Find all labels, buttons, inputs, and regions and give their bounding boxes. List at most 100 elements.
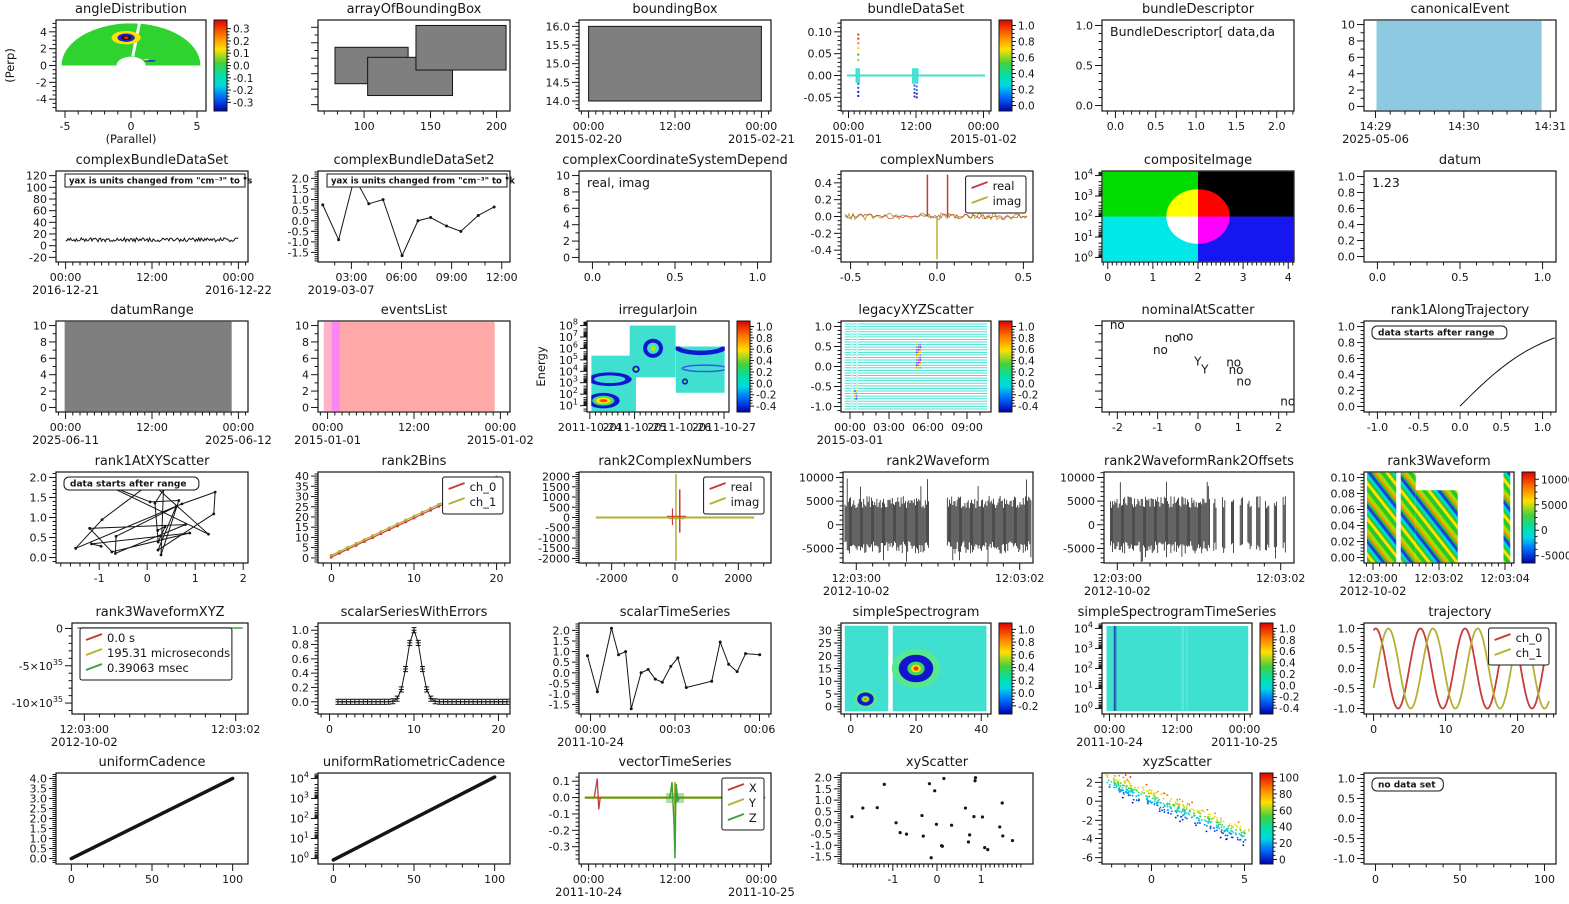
svg-text:1: 1 [1149, 271, 1156, 284]
plot-title: nominalAtScatter [1142, 303, 1256, 318]
plot-title: simpleSpectrogram [853, 605, 980, 620]
x-axis: -1 0 1 [852, 864, 1022, 886]
svg-text:12:03:00: 12:03:00 [832, 572, 881, 585]
svg-text:-5000: -5000 [1541, 551, 1569, 563]
svg-text:12:03:02: 12:03:02 [995, 572, 1044, 585]
svg-text:5000: 5000 [806, 495, 834, 508]
svg-text:2.0: 2.0 [30, 471, 48, 484]
svg-text:3.5: 3.5 [30, 782, 48, 795]
svg-text:0.6: 0.6 [1018, 344, 1035, 356]
svg-text:100: 100 [1279, 773, 1299, 785]
svg-text:00:00: 00:00 [50, 271, 82, 284]
svg-text:0: 0 [1086, 795, 1093, 808]
y-axis: 0.10 0.05 0.00 -0.05 [804, 22, 841, 111]
plot-datum: datum 0.0 0.5 1.0 1.0 0.8 0.6 0.4 0.2 0.0 1.23 [1308, 151, 1569, 302]
colorbar: 10000 5000 0 -5000 [1521, 471, 1569, 564]
svg-text:0: 0 [1088, 519, 1095, 532]
svg-text:15.0: 15.0 [546, 58, 571, 71]
svg-text:1.0: 1.0 [1338, 772, 1356, 785]
colorbar: 1.00.80.60.40.20.0-0.2 [998, 622, 1039, 715]
plot-canvas-rank2ComplexNumbers: rank2ComplexNumbers-2000 0 200020001500100… [538, 454, 772, 585]
y-axis: 2.01.51.00.50.0-0.5-1.0-1.5 [288, 171, 318, 262]
svg-text:101: 101 [1074, 229, 1093, 244]
plot-content [1367, 472, 1511, 563]
svg-text:yax is units changed from "cm⁻: yax is units changed from "cm⁻³" to "s [69, 177, 252, 187]
svg-text:12:00: 12:00 [659, 873, 691, 886]
svg-text:0.39063 msec: 0.39063 msec [107, 661, 189, 675]
svg-text:0: 0 [40, 60, 47, 73]
svg-text:Y: Y [1193, 355, 1202, 369]
svg-text:15: 15 [295, 521, 309, 534]
svg-text:0.0: 0.0 [815, 817, 833, 830]
svg-text:0.5: 0.5 [815, 340, 833, 353]
svg-text:12:03:00: 12:03:00 [60, 723, 109, 736]
svg-text:2.0: 2.0 [30, 813, 48, 826]
x-axis: 12:03:00 12:03:02 2012-10-02 [823, 563, 1044, 598]
svg-text:00:00: 00:00 [312, 421, 344, 434]
plot-canvas-uniformCadence: uniformCadence 0 50 100 4.03.53.02.52.01.51.… [30, 755, 249, 886]
plot-content [591, 325, 725, 412]
svg-text:2011-10-25: 2011-10-25 [603, 421, 667, 434]
svg-text:00:00: 00:00 [575, 723, 607, 736]
svg-text:0.8: 0.8 [292, 638, 310, 651]
svg-text:20: 20 [491, 723, 505, 736]
svg-text:-0.5: -0.5 [840, 271, 861, 284]
svg-text:-1.5: -1.5 [288, 246, 309, 259]
svg-text:0.5: 0.5 [1015, 271, 1033, 284]
svg-text:no: no [1153, 343, 1168, 357]
plot-content [844, 174, 1028, 260]
svg-text:2025-05-06: 2025-05-06 [1342, 132, 1409, 146]
svg-text:2011-10-26: 2011-10-26 [647, 421, 711, 434]
svg-text:0.6: 0.6 [1018, 650, 1035, 662]
svg-text:10000: 10000 [1060, 471, 1095, 484]
svg-text:imag: imag [731, 495, 760, 509]
svg-text:104: 104 [559, 363, 578, 378]
annotations: yax is units changed from "cm⁻³" to "s [64, 173, 252, 188]
plot-content [588, 25, 762, 102]
plot-title: xyScatter [906, 755, 969, 770]
svg-text:15: 15 [818, 663, 832, 676]
plot-xyScatter: xyScatter -1 0 1 2.0 1.5 1.0 0.5 0.0 -0.5 -1.0 -1.5 [785, 753, 1047, 904]
svg-text:1.0: 1.0 [1338, 321, 1356, 334]
svg-text:20: 20 [33, 228, 47, 241]
plot-canvas-complexCoordinateSystemDepend: complexCoordinateSystemDepend 0.0 0.5 1.0 10… [556, 153, 788, 284]
plot-title: complexCoordinateSystemDepend [562, 153, 788, 168]
svg-text:4: 4 [1285, 271, 1292, 284]
svg-text:0.2: 0.2 [1018, 85, 1035, 97]
svg-text:-1: -1 [1152, 421, 1163, 434]
svg-text:0: 0 [1279, 854, 1286, 866]
x-axis: 03:00 06:00 09:00 12:00 2019-03-07 [308, 262, 518, 297]
y-axis: 4 2 0 -2 -4 (Perp) [3, 22, 56, 109]
svg-text:1.23: 1.23 [1372, 175, 1400, 190]
svg-text:50: 50 [1453, 873, 1467, 886]
svg-text:2: 2 [1348, 84, 1355, 97]
plot-complexBundleDataSet2: complexBundleDataSet2 03:00 06:00 09:00 12:0… [262, 151, 524, 302]
svg-text:-2000: -2000 [596, 572, 628, 585]
svg-text:5: 5 [825, 688, 832, 701]
plot-content [334, 24, 507, 97]
svg-text:0.8: 0.8 [1338, 186, 1356, 199]
svg-text:5000: 5000 [1541, 500, 1568, 512]
svg-text:0.5: 0.5 [292, 204, 310, 217]
plot-canonicalEvent: canonicalEvent 14:29 14:30 14:31 2025-05-06 1… [1308, 0, 1569, 151]
svg-text:25: 25 [818, 637, 832, 650]
svg-text:2015-01-02: 2015-01-02 [950, 132, 1017, 146]
plot-uniformCadence: uniformCadence 0 50 100 4.0 3.5 3.0 2.5 2.0 1.5 1.… [0, 753, 262, 904]
svg-text:-1.0: -1.0 [811, 839, 832, 852]
svg-text:1.0: 1.0 [1076, 19, 1094, 32]
svg-text:-1.0: -1.0 [1334, 703, 1355, 716]
svg-text:-0.05: -0.05 [804, 91, 832, 104]
svg-text:0: 0 [672, 572, 679, 585]
svg-text:0: 0 [1148, 873, 1155, 886]
svg-text:0.0: 0.0 [1018, 378, 1035, 390]
y-axis: 1.0 0.5 0.0 -0.5 -1.0 [1334, 772, 1364, 866]
svg-text:09:00: 09:00 [951, 421, 983, 434]
plot-canvas-irregularJoin: irregularJoin2011-10-242011-10-252011-10… [534, 303, 777, 434]
svg-text:-4: -4 [36, 93, 47, 106]
svg-text:120: 120 [26, 170, 47, 183]
y-axis: 0.10 0.08 0.06 0.04 0.02 0.00 [1331, 471, 1364, 565]
